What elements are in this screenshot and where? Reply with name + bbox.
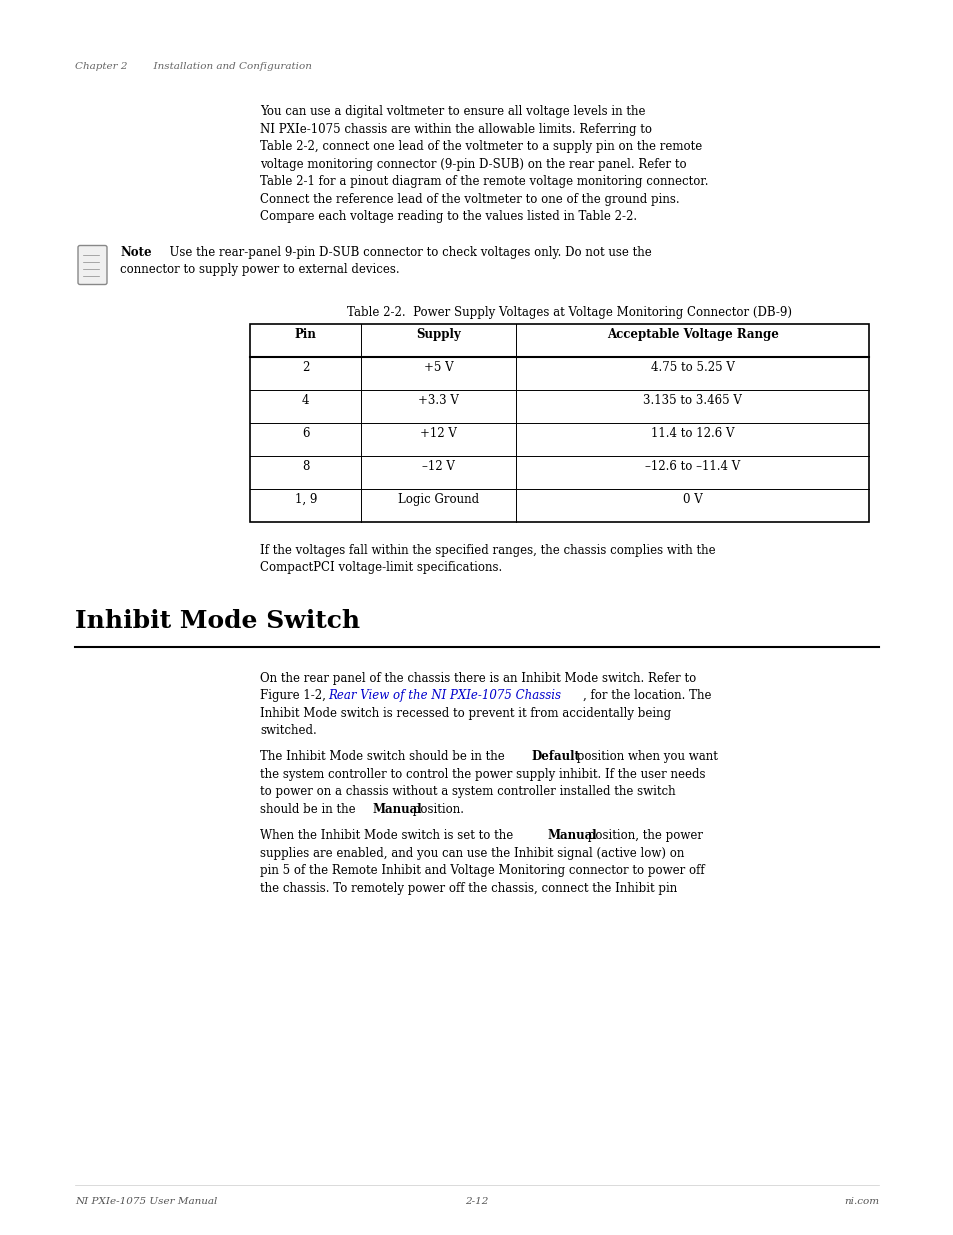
Text: Acceptable Voltage Range: Acceptable Voltage Range <box>606 327 778 341</box>
Text: 8: 8 <box>302 459 309 473</box>
Text: to power on a chassis without a system controller installed the switch: to power on a chassis without a system c… <box>260 785 675 798</box>
Text: should be in the: should be in the <box>260 803 359 816</box>
Text: Rear View of the NI PXIe-1075 Chassis: Rear View of the NI PXIe-1075 Chassis <box>328 689 560 701</box>
Text: If the voltages fall within the specified ranges, the chassis complies with the: If the voltages fall within the specifie… <box>260 543 715 557</box>
Text: 4: 4 <box>302 394 309 406</box>
Text: 1, 9: 1, 9 <box>294 493 316 505</box>
Text: position.: position. <box>409 803 463 816</box>
Text: You can use a digital voltmeter to ensure all voltage levels in the: You can use a digital voltmeter to ensur… <box>260 105 645 119</box>
FancyBboxPatch shape <box>78 246 107 284</box>
Text: position when you want: position when you want <box>573 750 717 763</box>
Text: Manual: Manual <box>546 829 596 842</box>
Text: NI PXIe-1075 User Manual: NI PXIe-1075 User Manual <box>75 1197 217 1207</box>
Text: 3.135 to 3.465 V: 3.135 to 3.465 V <box>642 394 741 406</box>
Text: Inhibit Mode Switch: Inhibit Mode Switch <box>75 609 359 632</box>
Text: Compare each voltage reading to the values listed in Table 2-2.: Compare each voltage reading to the valu… <box>260 210 637 224</box>
Text: Inhibit Mode switch is recessed to prevent it from accidentally being: Inhibit Mode switch is recessed to preve… <box>260 706 670 720</box>
Text: pin 5 of the Remote Inhibit and Voltage Monitoring connector to power off: pin 5 of the Remote Inhibit and Voltage … <box>260 864 704 877</box>
Text: –12.6 to –11.4 V: –12.6 to –11.4 V <box>644 459 740 473</box>
Text: Manual: Manual <box>372 803 421 816</box>
Text: +3.3 V: +3.3 V <box>418 394 458 406</box>
Text: Pin: Pin <box>294 327 316 341</box>
Text: The Inhibit Mode switch should be in the: The Inhibit Mode switch should be in the <box>260 750 508 763</box>
Text: Connect the reference lead of the voltmeter to one of the ground pins.: Connect the reference lead of the voltme… <box>260 193 679 205</box>
Text: +12 V: +12 V <box>420 426 456 440</box>
Text: 11.4 to 12.6 V: 11.4 to 12.6 V <box>650 426 734 440</box>
Text: voltage monitoring connector (9-pin D-SUB) on the rear panel. Refer to: voltage monitoring connector (9-pin D-SU… <box>260 158 686 170</box>
Text: Figure 1-2,: Figure 1-2, <box>260 689 330 701</box>
Text: ni.com: ni.com <box>843 1197 878 1207</box>
Text: 6: 6 <box>302 426 309 440</box>
Text: Logic Ground: Logic Ground <box>397 493 478 505</box>
Text: Use the rear-panel 9-pin D-SUB connector to check voltages only. Do not use the: Use the rear-panel 9-pin D-SUB connector… <box>162 246 651 258</box>
Text: 2: 2 <box>302 361 309 373</box>
Text: Table 2-2, connect one lead of the voltmeter to a supply pin on the remote: Table 2-2, connect one lead of the voltm… <box>260 140 701 153</box>
Bar <box>250 324 868 521</box>
Text: Table 2-2.  Power Supply Voltages at Voltage Monitoring Connector (DB-9): Table 2-2. Power Supply Voltages at Volt… <box>347 305 791 319</box>
Text: Table 2-1 for a pinout diagram of the remote voltage monitoring connector.: Table 2-1 for a pinout diagram of the re… <box>260 175 708 188</box>
Text: the chassis. To remotely power off the chassis, connect the Inhibit pin: the chassis. To remotely power off the c… <box>260 882 677 894</box>
Text: the system controller to control the power supply inhibit. If the user needs: the system controller to control the pow… <box>260 768 705 781</box>
Text: connector to supply power to external devices.: connector to supply power to external de… <box>120 263 399 275</box>
Text: When the Inhibit Mode switch is set to the: When the Inhibit Mode switch is set to t… <box>260 829 517 842</box>
Text: +5 V: +5 V <box>423 361 453 373</box>
Text: CompactPCI voltage-limit specifications.: CompactPCI voltage-limit specifications. <box>260 561 501 574</box>
Text: switched.: switched. <box>260 724 316 737</box>
Text: supplies are enabled, and you can use the Inhibit signal (active low) on: supplies are enabled, and you can use th… <box>260 846 683 860</box>
Text: 0 V: 0 V <box>682 493 701 505</box>
Text: position, the power: position, the power <box>583 829 702 842</box>
Text: On the rear panel of the chassis there is an Inhibit Mode switch. Refer to: On the rear panel of the chassis there i… <box>260 672 696 684</box>
Text: NI PXIe-1075 chassis are within the allowable limits. Referring to: NI PXIe-1075 chassis are within the allo… <box>260 122 651 136</box>
Text: Default: Default <box>531 750 579 763</box>
Text: Supply: Supply <box>416 327 460 341</box>
Text: –12 V: –12 V <box>422 459 455 473</box>
Text: Chapter 2        Installation and Configuration: Chapter 2 Installation and Configuration <box>75 62 312 70</box>
Text: 2-12: 2-12 <box>465 1197 488 1207</box>
Text: Note: Note <box>120 246 152 258</box>
Text: , for the location. The: , for the location. The <box>582 689 711 701</box>
Text: 4.75 to 5.25 V: 4.75 to 5.25 V <box>650 361 734 373</box>
